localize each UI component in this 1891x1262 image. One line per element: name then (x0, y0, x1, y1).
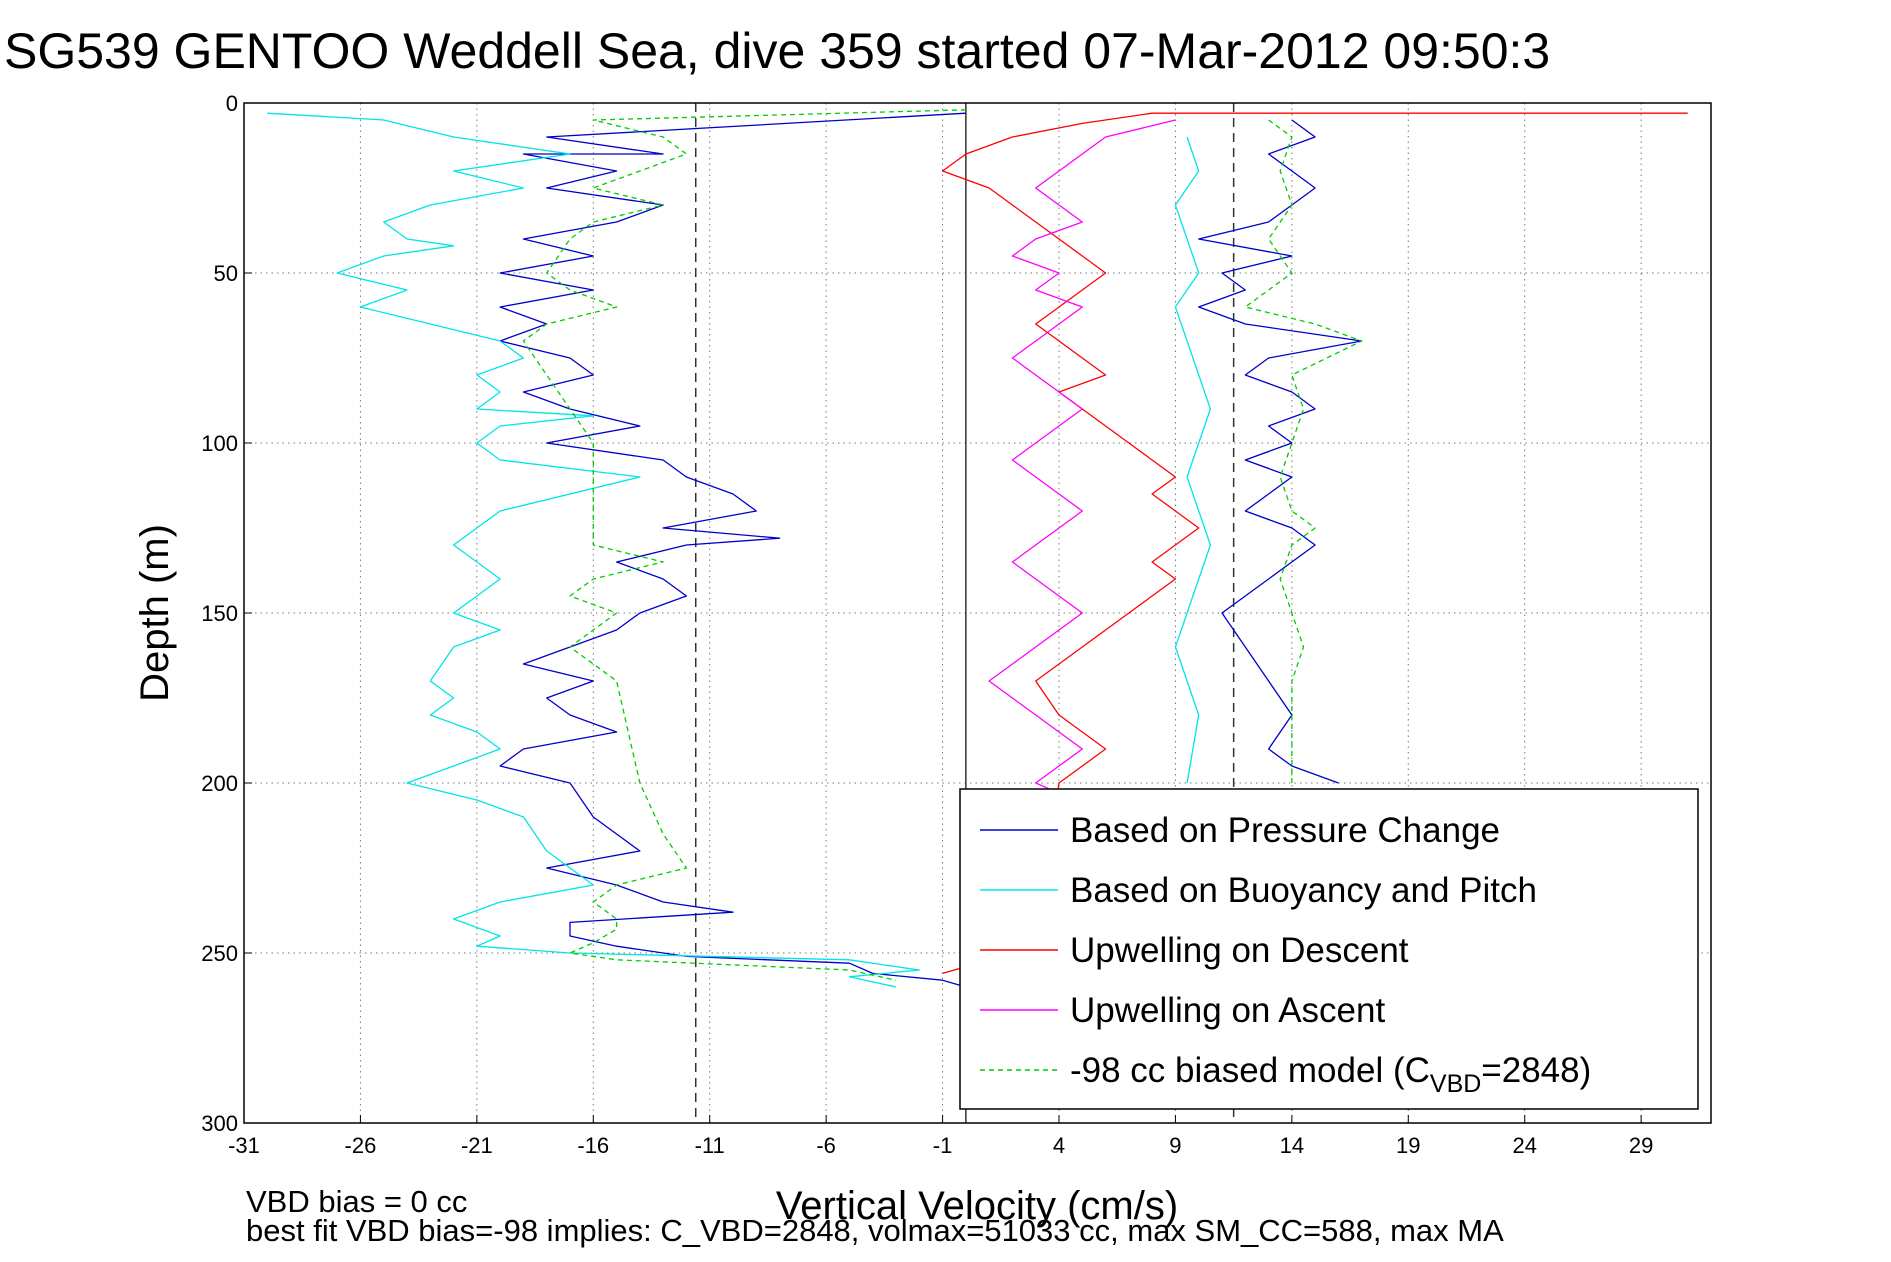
x-tick-label: -26 (345, 1133, 377, 1158)
legend-label: Based on Pressure Change (1070, 811, 1500, 850)
x-tick-label: -6 (816, 1133, 836, 1158)
y-tick-labels: 0 50 100 150 200 250 300 (201, 91, 238, 1136)
x-tick-label: -16 (577, 1133, 609, 1158)
series-line (1174, 136, 1212, 784)
legend-label-prefix: -98 cc biased model (C (1070, 1051, 1430, 1090)
y-tick-label: 0 (226, 91, 238, 116)
series-line (1198, 119, 1363, 784)
y-tick-label: 200 (201, 771, 238, 796)
chart-title: SG539 GENTOO Weddell Sea, dive 359 start… (4, 23, 1550, 79)
y-tick-label: 50 (214, 261, 238, 286)
y-tick-label: 150 (201, 601, 238, 626)
x-axis-label: Vertical Velocity (cm/s) (776, 1184, 1178, 1228)
legend-label: -98 cc biased model (CVBD=2848) (1070, 1051, 1591, 1098)
x-tick-label: -11 (695, 1133, 725, 1158)
series-line (267, 112, 920, 988)
x-tick-label: -1 (933, 1133, 953, 1158)
x-tick-label: -31 (228, 1133, 260, 1158)
y-tick-label: 250 (201, 941, 238, 966)
legend-label-suffix: =2848) (1481, 1051, 1591, 1090)
y-tick-label: 300 (201, 1111, 238, 1136)
y-tick-label: 100 (201, 431, 238, 456)
series-line (988, 119, 1176, 815)
x-tick-label: 24 (1512, 1133, 1536, 1158)
x-tick-label: -21 (461, 1133, 493, 1158)
legend-label: Upwelling on Descent (1070, 931, 1409, 970)
annotation-best-fit: best fit VBD bias=-98 implies: C_VBD=284… (246, 1213, 1504, 1248)
series-line (941, 112, 1688, 975)
series-layer (267, 109, 1688, 988)
legend-label-subscript: VBD (1430, 1070, 1481, 1098)
series-line (1244, 119, 1363, 783)
plot-frame (243, 102, 1712, 1124)
series-line (522, 109, 966, 981)
x-tick-label: 29 (1629, 1133, 1653, 1158)
legend: Based on Pressure Change Based on Buoyanc… (959, 788, 1699, 1110)
legend-label: Upwelling on Ascent (1070, 991, 1385, 1030)
legend-label: Based on Buoyancy and Pitch (1070, 871, 1537, 910)
annotation-vbd-bias: VBD bias = 0 cc (246, 1184, 467, 1219)
x-tick-label: 9 (1169, 1133, 1181, 1158)
x-tick-label: 19 (1396, 1133, 1420, 1158)
x-tick-label: 4 (1053, 1133, 1065, 1158)
legend-box (959, 788, 1699, 1110)
x-tick-labels: -31 -26 -21 -16 -11 -6 -1 4 9 14 19 24 29 (228, 1133, 1653, 1158)
series-line (499, 112, 967, 988)
y-axis-label: Depth (m) (133, 524, 177, 702)
x-tick-label: 14 (1280, 1133, 1304, 1158)
